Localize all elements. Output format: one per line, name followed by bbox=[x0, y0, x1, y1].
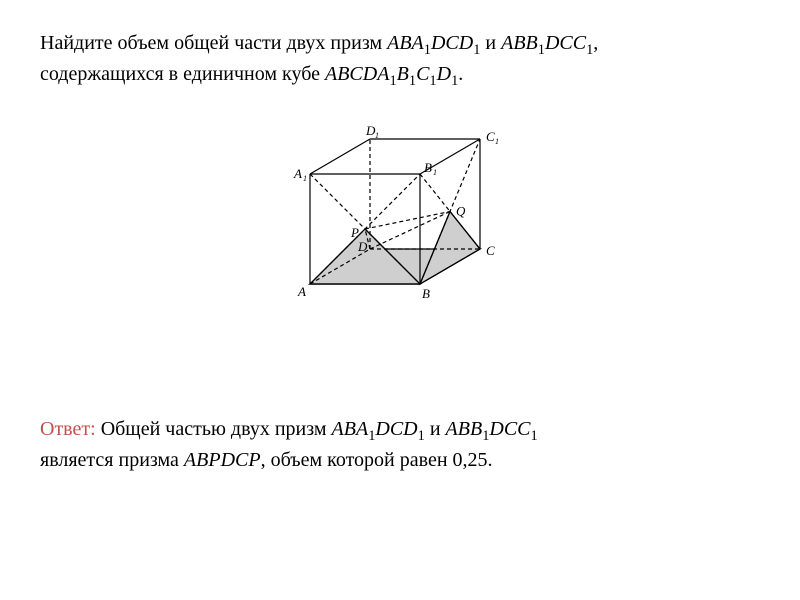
prism1-s1: 1 bbox=[424, 42, 431, 58]
cube-c: C bbox=[416, 63, 429, 85]
problem-line2-pre: содержащихся в единичном кубе bbox=[40, 63, 325, 85]
svg-text:B: B bbox=[422, 286, 430, 301]
prism2-b: DCC bbox=[545, 32, 586, 54]
cube-s1: 1 bbox=[389, 73, 396, 89]
ans-prism2-s2: 1 bbox=[531, 428, 538, 444]
ans-prism1-s2: 1 bbox=[418, 428, 425, 444]
comma: , bbox=[593, 32, 598, 54]
svg-text:1: 1 bbox=[375, 131, 379, 140]
svg-text:1: 1 bbox=[495, 137, 499, 146]
problem-line1-pre: Найдите объем общей части двух призм bbox=[40, 32, 387, 54]
svg-text:C: C bbox=[486, 243, 495, 258]
prism1-b: DCD bbox=[431, 32, 473, 54]
cube-s2: 1 bbox=[409, 73, 416, 89]
svg-text:B: B bbox=[424, 160, 432, 175]
svg-text:D: D bbox=[357, 239, 368, 254]
ans-prism2-a: ABB bbox=[446, 418, 483, 440]
svg-text:1: 1 bbox=[433, 168, 437, 177]
ans-prism1-b: DCD bbox=[375, 418, 417, 440]
answer-label: Ответ: bbox=[40, 418, 96, 440]
and1: и bbox=[480, 32, 501, 54]
cube-a: ABCDA bbox=[325, 63, 389, 85]
ans-result-prism: ABPDCP bbox=[184, 449, 261, 471]
svg-text:1: 1 bbox=[303, 174, 307, 183]
svg-text:P: P bbox=[350, 225, 359, 240]
ans-prism1-a: ABA bbox=[332, 418, 369, 440]
period: . bbox=[458, 63, 463, 85]
prism1-a: ABA bbox=[387, 32, 424, 54]
svg-text:A: A bbox=[293, 166, 302, 181]
prism2-s1: 1 bbox=[538, 42, 545, 58]
prism2-a: ABB bbox=[501, 32, 538, 54]
cube-diagram: ABCDA1B1C1D1PQ bbox=[270, 114, 530, 314]
problem-text: Найдите объем общей части двух призм ABA… bbox=[40, 28, 760, 90]
cube-b: B bbox=[397, 63, 409, 85]
answer-text: Ответ: Общей частью двух призм ABA1DCD1 … bbox=[40, 414, 760, 476]
figure-container: ABCDA1B1C1D1PQ bbox=[40, 114, 760, 314]
answer-line1-pre: Общей частью двух призм bbox=[96, 418, 332, 440]
svg-text:A: A bbox=[297, 284, 306, 299]
ans-prism2-b: DCC bbox=[489, 418, 530, 440]
cube-s3: 1 bbox=[429, 73, 436, 89]
svg-text:C: C bbox=[486, 129, 495, 144]
answer-line2-pre: является призма bbox=[40, 449, 184, 471]
cube-d: D bbox=[437, 63, 451, 85]
ans-and: и bbox=[425, 418, 446, 440]
answer-line2-post: , объем которой равен 0,25. bbox=[261, 449, 493, 471]
svg-text:Q: Q bbox=[456, 204, 466, 219]
